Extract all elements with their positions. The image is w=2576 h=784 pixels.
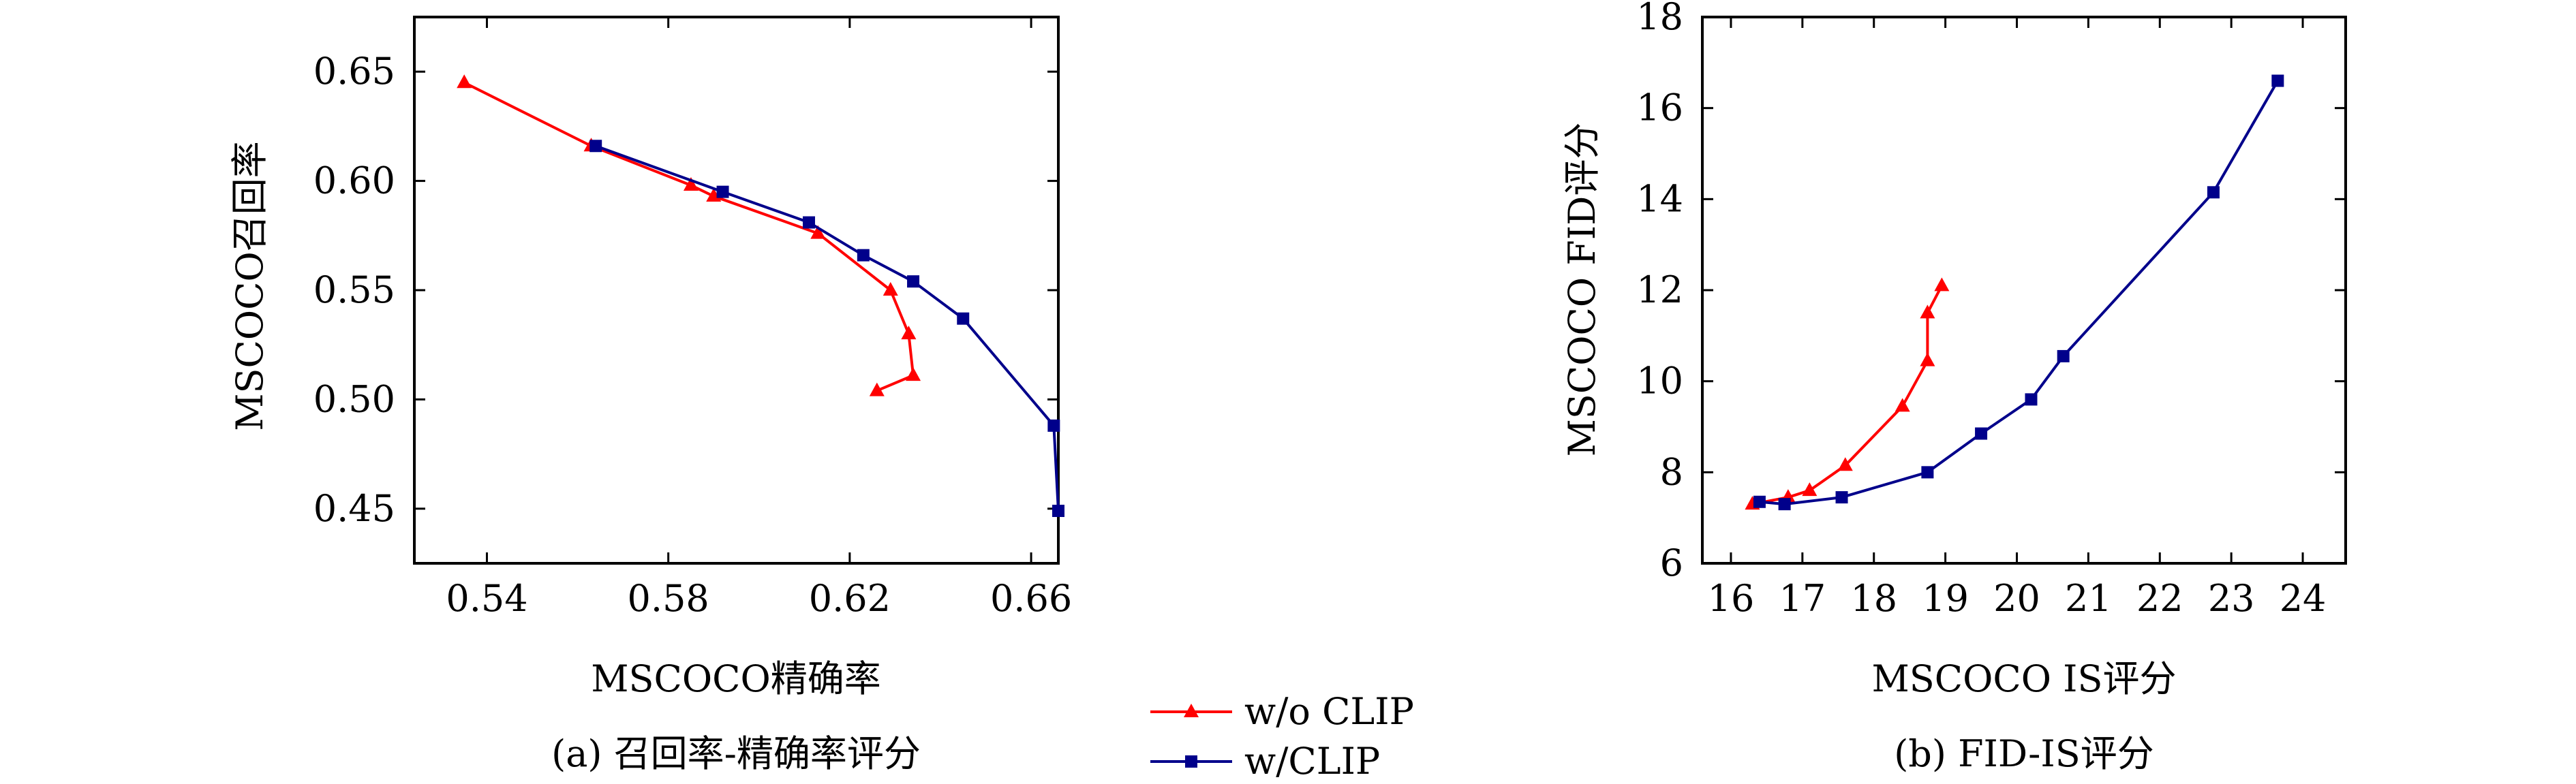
legend-square-marker [1185, 755, 1197, 768]
y-tick-label-a: 0.50 [313, 377, 395, 420]
point-wo-clip-b [1920, 304, 1935, 319]
point-wo-clip-a [457, 74, 472, 89]
point-wo-clip-a [810, 225, 826, 239]
series-line-wo-clip-b [1752, 285, 1944, 506]
point-w-clip-b [2271, 74, 2284, 87]
y-tick-label-b: 12 [1636, 268, 1683, 311]
x-tick-label-b: 22 [2136, 577, 2183, 620]
y-tick-label-a: 0.55 [313, 268, 395, 311]
point-w-clip-a [907, 275, 920, 288]
point-wo-clip-a [883, 282, 898, 296]
x-tick-label-b: 16 [1708, 577, 1755, 620]
y-tick-label-a: 0.60 [313, 159, 395, 202]
x-tick-label-b: 24 [2280, 577, 2327, 620]
point-w-clip-a [957, 312, 970, 325]
point-wo-clip-a [869, 382, 885, 396]
x-tick-label-a: 0.66 [990, 577, 1072, 620]
y-tick-label-b: 10 [1636, 360, 1683, 403]
x-tick-label-b: 21 [2065, 577, 2112, 620]
y-tick-label-b: 18 [1636, 0, 1683, 38]
x-axis-label-b: MSCOCO IS评分 [1872, 657, 2177, 700]
point-wo-clip-a [683, 177, 699, 191]
y-tick-label-b: 6 [1660, 542, 1683, 584]
caption-a: (a) 召回率-精确率评分 [551, 732, 921, 775]
series-line-wo-clip-a [463, 81, 915, 392]
x-tick-label-b: 17 [1779, 577, 1826, 620]
x-tick-label-b: 20 [1993, 577, 2040, 620]
legend-label-w-clip: w/CLIP [1244, 740, 1380, 783]
plot-area-a: 0.54 0.58 0.62 0.66 0.45 0.50 0.55 0.60 0.65 [313, 16, 1072, 620]
y-tick-label-b: 14 [1636, 177, 1683, 220]
plot-frame-b [1701, 16, 2347, 565]
point-wo-clip-b [1837, 457, 1853, 471]
legend-label-wo-clip: w/o CLIP [1244, 690, 1414, 733]
point-w-clip-a [802, 216, 815, 229]
point-w-clip-a [1047, 419, 1060, 432]
y-axis-label-a: MSCOCO召回率 [228, 141, 271, 430]
point-w-clip-b [1835, 491, 1848, 504]
series-line-w-clip-b [1759, 80, 2280, 506]
point-w-clip-a [716, 185, 729, 198]
x-tick-label-a: 0.54 [446, 577, 527, 620]
point-wo-clip-a [706, 188, 722, 202]
legend-triangle-marker [1184, 704, 1199, 717]
point-wo-clip-a [906, 367, 921, 381]
panel-a-precision-recall: 0.54 0.58 0.62 0.66 0.45 0.50 0.55 0.60 0.65 MSC… [228, 16, 1072, 775]
x-tick-label-a: 0.58 [628, 577, 709, 620]
point-wo-clip-b [1920, 352, 1935, 366]
point-wo-clip-b [1895, 398, 1910, 412]
point-w-clip-b [2057, 349, 2070, 362]
legend-entry-w-clip: w/CLIP [1150, 740, 1380, 783]
point-wo-clip-b [1802, 482, 1818, 497]
point-w-clip-b [2025, 393, 2038, 406]
point-w-clip-b [1753, 495, 1766, 508]
legend-entry-wo-clip: w/o CLIP [1150, 690, 1414, 733]
x-tick-label-a: 0.62 [809, 577, 891, 620]
point-w-clip-b [1778, 498, 1791, 511]
point-w-clip-a [589, 140, 602, 153]
y-axis-label-b: MSCOCO FID评分 [1561, 123, 1604, 457]
point-w-clip-a [857, 249, 870, 262]
plot-frame-a [413, 16, 1060, 565]
legend: w/o CLIP w/CLIP [1150, 690, 1414, 783]
y-tick-label-a: 0.65 [313, 50, 395, 93]
x-tick-label-b: 18 [1850, 577, 1897, 620]
point-w-clip-b [2207, 186, 2220, 199]
point-w-clip-a [1052, 505, 1064, 518]
series-line-w-clip-a [595, 144, 1060, 512]
point-wo-clip-b [1934, 277, 1950, 292]
caption-b: (b) FID-IS评分 [1894, 732, 2154, 775]
panel-b-fid-is: 16 17 18 19 20 21 22 23 24 6 8 10 12 14 16 18 MSCOCO IS… [1561, 0, 2347, 775]
x-tick-label-b: 23 [2208, 577, 2255, 620]
y-tick-label-b: 8 [1660, 450, 1683, 493]
x-axis-label-a: MSCOCO精确率 [591, 657, 880, 700]
y-tick-label-a: 0.45 [313, 487, 395, 530]
y-tick-label-b: 16 [1636, 87, 1683, 129]
x-tick-label-b: 19 [1922, 577, 1969, 620]
point-w-clip-b [1921, 466, 1934, 479]
point-w-clip-b [1975, 427, 1988, 440]
point-wo-clip-a [901, 326, 917, 340]
plot-area-b: 16 17 18 19 20 21 22 23 24 6 8 10 12 14 16 18 [1636, 0, 2347, 620]
